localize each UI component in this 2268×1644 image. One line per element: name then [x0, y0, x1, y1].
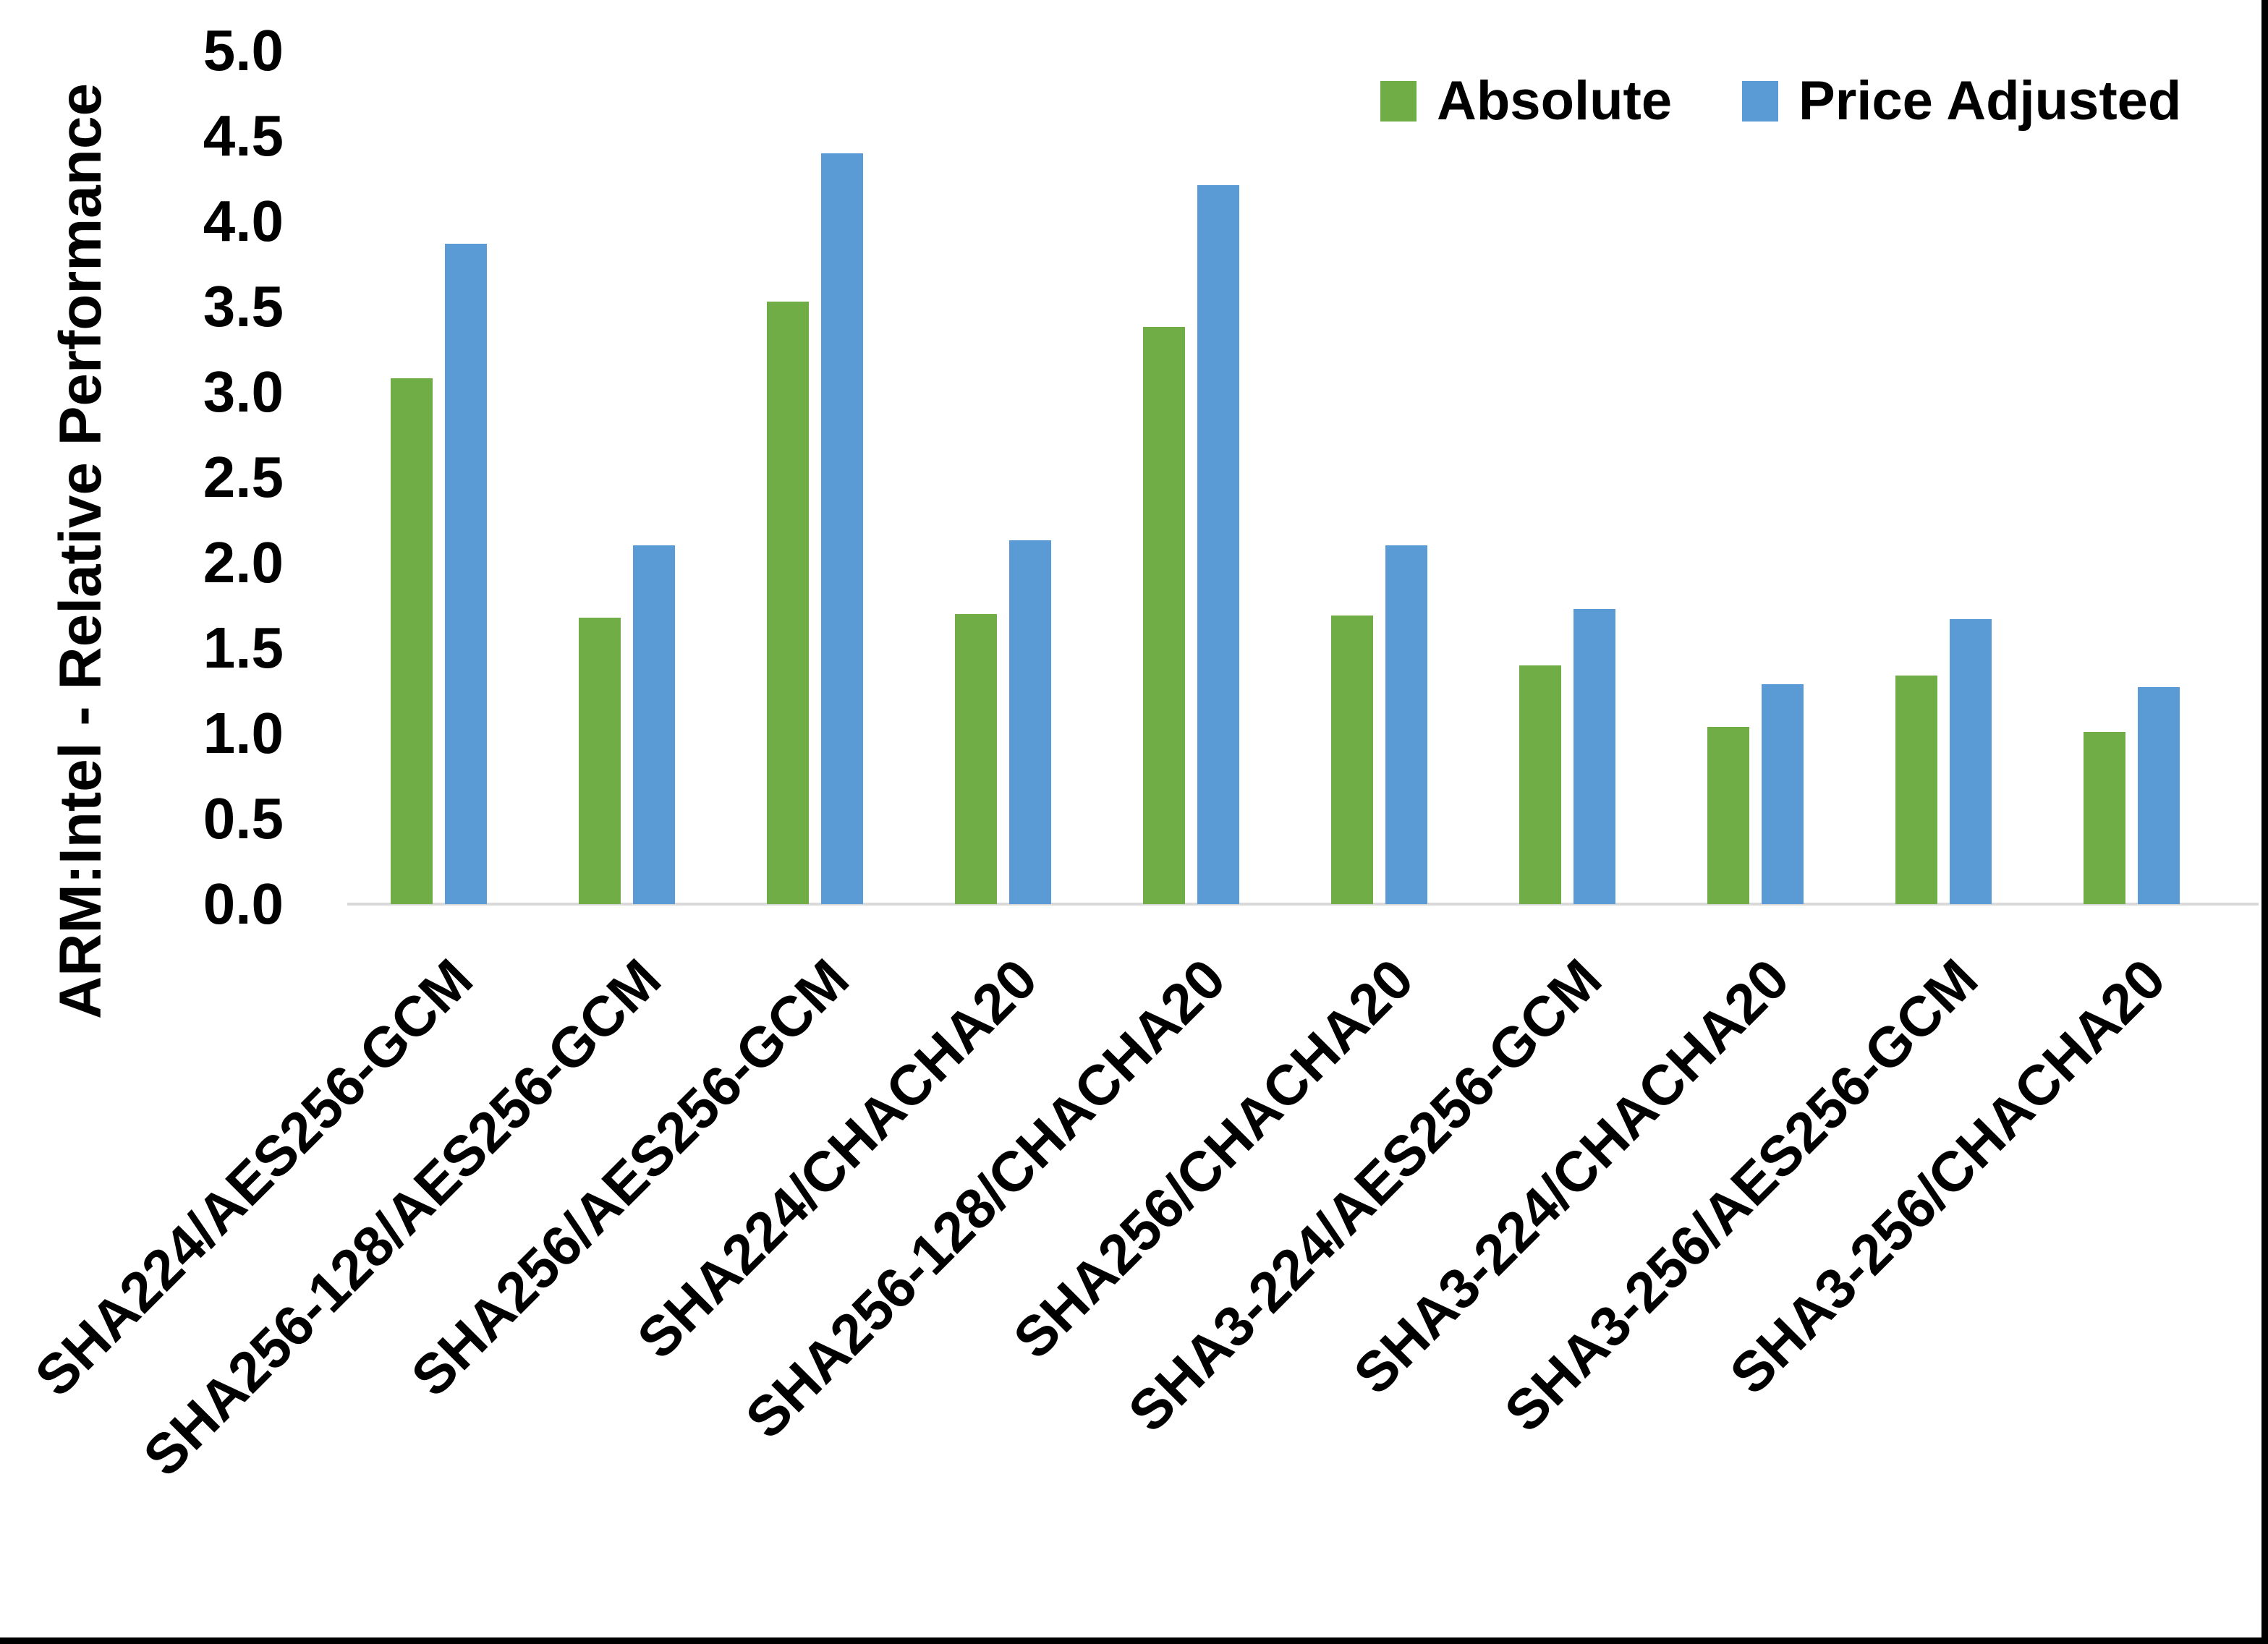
bar-price-adjusted-9 — [2138, 687, 2180, 904]
y-tick-label: 3.0 — [203, 359, 284, 424]
y-tick-label: 5.0 — [203, 18, 284, 82]
bar-absolute-2 — [767, 302, 809, 904]
legend-label: Price Adjusted — [1798, 70, 2182, 132]
y-tick-label: 2.0 — [203, 530, 284, 595]
x-axis-baseline — [347, 903, 2259, 906]
y-tick-label: 1.5 — [203, 616, 284, 680]
y-tick-label: 0.0 — [203, 872, 284, 936]
screenshot-right-border — [2261, 0, 2268, 1644]
bar-price-adjusted-4 — [1197, 185, 1239, 904]
legend-item-price-adjusted: Price Adjusted — [1742, 70, 2182, 132]
bar-price-adjusted-7 — [1762, 684, 1804, 904]
screenshot-bottom-border — [0, 1637, 2268, 1644]
bar-price-adjusted-6 — [1573, 609, 1615, 904]
bar-absolute-8 — [1895, 676, 1937, 904]
legend-label: Absolute — [1437, 70, 1673, 132]
legend-item-absolute: Absolute — [1380, 70, 1673, 132]
y-tick-label: 4.5 — [203, 103, 284, 168]
bar-price-adjusted-1 — [633, 545, 675, 904]
y-tick-label: 4.0 — [203, 189, 284, 253]
bar-absolute-0 — [391, 378, 433, 904]
bar-price-adjusted-3 — [1009, 540, 1051, 904]
legend-swatch — [1742, 81, 1778, 122]
y-tick-label: 0.5 — [203, 786, 284, 851]
bar-price-adjusted-2 — [821, 153, 863, 904]
y-tick-label: 1.0 — [203, 701, 284, 765]
bar-absolute-5 — [1331, 616, 1373, 904]
bar-absolute-6 — [1519, 665, 1561, 904]
y-tick-label: 3.5 — [203, 274, 284, 338]
bar-price-adjusted-5 — [1385, 545, 1427, 904]
bar-absolute-9 — [2084, 732, 2125, 904]
bar-price-adjusted-0 — [445, 244, 487, 904]
y-tick-label: 2.5 — [203, 445, 284, 509]
bar-absolute-4 — [1143, 327, 1185, 904]
bar-absolute-1 — [579, 618, 621, 904]
bar-absolute-7 — [1707, 727, 1749, 904]
bar-absolute-3 — [955, 614, 997, 904]
legend-swatch — [1380, 81, 1417, 122]
bar-price-adjusted-8 — [1950, 619, 1992, 904]
